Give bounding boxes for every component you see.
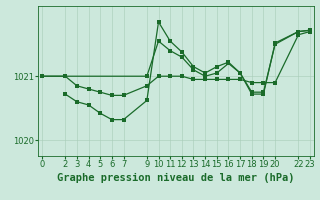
X-axis label: Graphe pression niveau de la mer (hPa): Graphe pression niveau de la mer (hPa) <box>57 173 295 183</box>
